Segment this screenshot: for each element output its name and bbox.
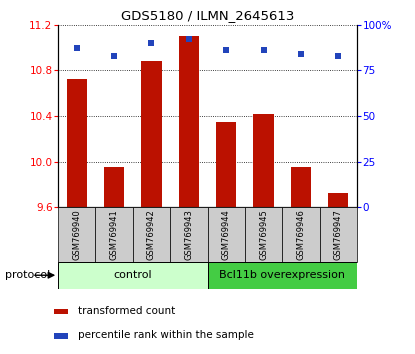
Bar: [216, 122, 237, 207]
Bar: [290, 167, 311, 207]
Bar: [253, 114, 274, 207]
Point: [148, 40, 155, 46]
Bar: [54, 309, 68, 314]
Text: GSM769940: GSM769940: [72, 209, 81, 260]
Point: [223, 47, 229, 53]
Text: GSM769945: GSM769945: [259, 209, 268, 260]
Bar: [95, 207, 133, 262]
Point: [335, 53, 342, 59]
Bar: [141, 61, 162, 207]
Bar: [170, 207, 208, 262]
Bar: [178, 36, 199, 207]
Bar: [58, 207, 95, 262]
Text: protocol: protocol: [5, 270, 50, 280]
Point: [260, 47, 267, 53]
Bar: [282, 207, 320, 262]
Point: [73, 46, 80, 51]
Point: [186, 36, 192, 42]
Text: percentile rank within the sample: percentile rank within the sample: [78, 330, 254, 340]
Text: Bcl11b overexpression: Bcl11b overexpression: [219, 270, 345, 280]
Point: [298, 51, 304, 57]
Point: [111, 53, 117, 59]
Bar: [104, 167, 124, 207]
Bar: [58, 262, 208, 289]
Text: GSM769943: GSM769943: [184, 209, 193, 260]
Text: GSM769942: GSM769942: [147, 209, 156, 260]
Text: GSM769941: GSM769941: [110, 209, 119, 260]
Bar: [328, 193, 349, 207]
Text: transformed count: transformed count: [78, 306, 176, 316]
Bar: [245, 207, 282, 262]
Bar: [66, 79, 87, 207]
Title: GDS5180 / ILMN_2645613: GDS5180 / ILMN_2645613: [121, 9, 294, 22]
Bar: [320, 207, 357, 262]
Bar: [54, 333, 68, 339]
Bar: [208, 262, 357, 289]
Text: GSM769947: GSM769947: [334, 209, 343, 260]
Text: GSM769946: GSM769946: [296, 209, 305, 260]
Text: GSM769944: GSM769944: [222, 209, 231, 260]
Bar: [208, 207, 245, 262]
Text: control: control: [113, 270, 152, 280]
Bar: [133, 207, 170, 262]
